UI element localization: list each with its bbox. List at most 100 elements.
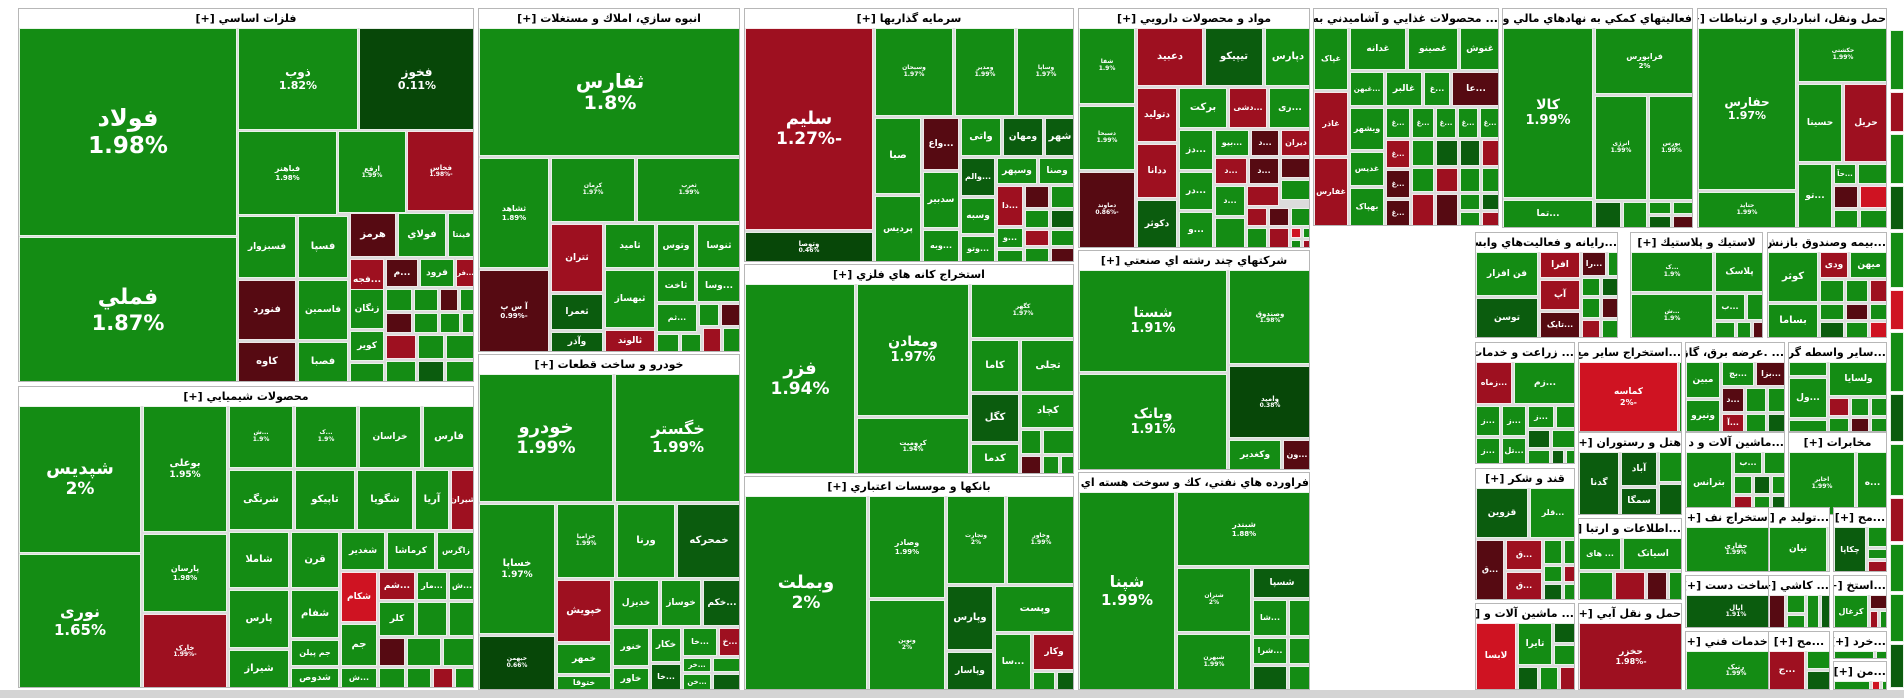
stock-tile-small[interactable]: [1544, 584, 1562, 599]
sector-header-intermediary[interactable]: ...ساير واسطه گر [+]: [1789, 343, 1886, 363]
stock-tile-small[interactable]: [386, 289, 412, 311]
sector-header-electric-machines[interactable]: ...ماشين آلات و د [+]: [1686, 433, 1784, 453]
sector-header-real-estate[interactable]: انبوه سازي، املاك و مستغلات [+]: [479, 9, 739, 29]
stock-tile-small[interactable]: [1412, 140, 1434, 166]
stock-tile[interactable]: شستا 1.91%: [1079, 270, 1227, 372]
stock-tile-small[interactable]: [1858, 164, 1886, 184]
sector-header-agriculture[interactable]: ... زراعت و خدمات [+]: [1476, 343, 1574, 363]
stock-tile[interactable]: وتجارت 2%: [947, 496, 1005, 584]
stock-tile-small[interactable]: [443, 638, 473, 666]
stock-tile-small[interactable]: [1821, 595, 1829, 627]
stock-tile[interactable]: ...ب: [1715, 294, 1745, 320]
stock-tile-clipped[interactable]: [1890, 594, 1904, 642]
stock-tile[interactable]: ...ک 1.9%: [1631, 252, 1713, 292]
stock-tile-small[interactable]: [1247, 186, 1279, 206]
stock-tile[interactable]: چکاپا: [1834, 527, 1866, 571]
stock-tile[interactable]: ...ری: [1269, 88, 1309, 128]
stock-tile[interactable]: تجلی: [1021, 340, 1073, 392]
stock-tile[interactable]: ...د: [1251, 130, 1279, 156]
stock-tile-small[interactable]: [1291, 228, 1301, 238]
sector-header-machinery[interactable]: ... ماشين آلات و [+]: [1476, 604, 1574, 624]
stock-tile[interactable]: ...شم: [379, 572, 415, 600]
stock-tile-small[interactable]: [699, 304, 719, 326]
stock-tile[interactable]: ...ول: [1789, 378, 1827, 418]
stock-tile-small[interactable]: [1412, 168, 1434, 192]
stock-tile[interactable]: ...ز: [1502, 406, 1526, 436]
stock-tile-small[interactable]: [1871, 398, 1886, 416]
stock-tile[interactable]: قزوین: [1476, 488, 1528, 538]
stock-tile[interactable]: ...غبهن: [1350, 72, 1384, 106]
stock-tile[interactable]: شیراز: [229, 650, 289, 687]
stock-tile[interactable]: ذوب 1.82%: [238, 28, 358, 130]
stock-tile-small[interactable]: [460, 289, 473, 311]
stock-tile-small[interactable]: [1544, 566, 1562, 582]
stock-tile[interactable]: شهر: [1045, 118, 1073, 156]
stock-tile-small[interactable]: [1870, 304, 1886, 320]
stock-tile[interactable]: وپست: [995, 586, 1073, 632]
stock-tile-small[interactable]: [1787, 595, 1805, 613]
stock-tile[interactable]: ...غ: [1412, 108, 1434, 138]
stock-tile-small[interactable]: [379, 668, 405, 687]
stock-tile[interactable]: جم: [341, 624, 377, 666]
stock-tile-small[interactable]: [1747, 294, 1762, 320]
stock-tile[interactable]: وبانک 1.91%: [1079, 374, 1227, 469]
stock-tile-small[interactable]: [721, 304, 739, 326]
stock-tile[interactable]: ...ش: [341, 668, 377, 687]
sector-header-sugar[interactable]: قند و شكر [+]: [1476, 469, 1574, 489]
stock-tile-small[interactable]: [1528, 450, 1550, 463]
stock-tile-small[interactable]: [1828, 527, 1829, 571]
sector-header-computer[interactable]: ...رايانه و فعاليت‌هاي وابسته به [+]: [1476, 233, 1617, 253]
stock-tile[interactable]: ثغرب 1.99%: [637, 158, 739, 222]
stock-tile[interactable]: دکوثر: [1137, 200, 1177, 247]
stock-tile-small[interactable]: [386, 361, 416, 381]
stock-tile[interactable]: بساما: [1768, 304, 1818, 337]
stock-tile-small[interactable]: [1769, 595, 1785, 627]
stock-tile-small[interactable]: [1552, 430, 1574, 448]
stock-tile[interactable]: حخزر -1.98%: [1579, 623, 1681, 689]
stock-tile[interactable]: خبهمن 0.66%: [479, 636, 555, 689]
stock-tile[interactable]: دپارس: [1265, 28, 1309, 86]
stock-tile[interactable]: فملي 1.87%: [19, 237, 237, 381]
stock-tile-small[interactable]: [1564, 540, 1574, 564]
stock-tile-small[interactable]: [418, 361, 444, 381]
stock-tile[interactable]: کوثر: [1768, 252, 1818, 302]
stock-tile-small[interactable]: [1673, 202, 1692, 214]
stock-tile-small[interactable]: [1602, 278, 1617, 296]
stock-tile[interactable]: شبهرن 1.99%: [1177, 634, 1251, 689]
sector-header-basic-metals[interactable]: فلزات اساسي [+]: [19, 9, 473, 29]
stock-tile-small[interactable]: [1025, 230, 1049, 246]
stock-tile[interactable]: ...قلر: [1530, 488, 1574, 538]
stock-tile-small[interactable]: [350, 363, 384, 381]
stock-tile[interactable]: ...در: [1179, 172, 1213, 210]
stock-tile[interactable]: خساپا 1.97%: [479, 504, 555, 634]
stock-tile[interactable]: ...سا: [995, 634, 1031, 689]
stock-tile[interactable]: وسبحان 1.97%: [875, 28, 953, 116]
stock-tile[interactable]: وسبه: [961, 198, 995, 234]
stock-tile[interactable]: حتاید 1.99%: [1698, 192, 1796, 227]
stock-tile-small[interactable]: [1880, 611, 1886, 627]
stock-tile-small[interactable]: [446, 361, 473, 381]
stock-tile[interactable]: فباهنر 1.98%: [238, 131, 337, 215]
stock-tile-small[interactable]: [1436, 140, 1458, 166]
stock-tile-small[interactable]: [1025, 210, 1049, 228]
stock-tile-small[interactable]: [1482, 168, 1498, 192]
stock-tile[interactable]: ...ش 1.9%: [229, 406, 293, 468]
stock-tile[interactable]: فسبزوار: [238, 216, 296, 278]
stock-tile[interactable]: خکار: [651, 628, 681, 662]
stock-tile[interactable]: توسن: [1476, 298, 1538, 337]
stock-tile[interactable]: ...فر: [456, 259, 473, 287]
stock-tile[interactable]: زنگان: [350, 289, 384, 329]
stock-tile[interactable]: شتران 2%: [1177, 568, 1251, 632]
stock-tile[interactable]: ددانا: [1137, 144, 1177, 198]
stock-tile-clipped[interactable]: [1890, 186, 1904, 230]
stock-tile[interactable]: فرود: [420, 259, 454, 287]
sector-header-misc-products-1[interactable]: ...توليد م [+]: [1769, 508, 1829, 528]
sector-header-auto[interactable]: خودرو و ساخت قطعات [+]: [479, 355, 739, 375]
stock-tile-small[interactable]: [1753, 322, 1762, 337]
stock-tile[interactable]: انرژی 1.99%: [1595, 96, 1647, 200]
sector-header-transport[interactable]: حمل ونقل، انبارداري و ارتباطات [+]: [1698, 9, 1886, 29]
stock-tile[interactable]: غدیس: [1350, 152, 1384, 186]
stock-tile-small[interactable]: [418, 335, 444, 359]
stock-tile[interactable]: حسینا: [1798, 84, 1842, 162]
stock-tile-small[interactable]: [1564, 566, 1574, 582]
